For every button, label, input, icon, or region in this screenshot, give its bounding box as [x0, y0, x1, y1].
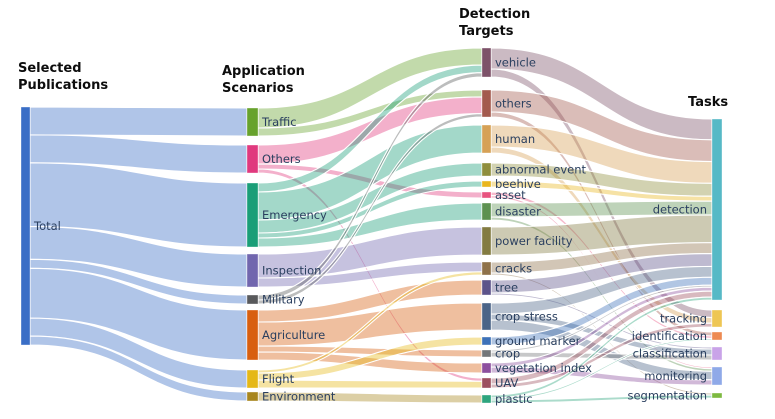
node-label-tree: tree	[495, 281, 518, 295]
node-label-agriculture: Agriculture	[262, 328, 325, 342]
node-label-uav: UAV	[495, 376, 519, 390]
node-label-vehicle: vehicle	[495, 56, 536, 70]
node-label-human: human	[495, 132, 535, 146]
node-others_scenario[interactable]	[246, 144, 259, 174]
node-crop_stress[interactable]	[481, 302, 492, 331]
node-flight[interactable]	[246, 369, 259, 389]
node-emergency[interactable]	[246, 182, 259, 248]
node-label-beehive: beehive	[495, 177, 541, 191]
node-label-inspection: Inspection	[262, 264, 321, 278]
node-label-plastic: plastic	[495, 392, 533, 406]
node-label-classification: classification	[633, 347, 707, 361]
node-vehicle[interactable]	[481, 47, 492, 78]
node-tracking[interactable]	[711, 309, 723, 328]
node-label-cracks: cracks	[495, 262, 532, 276]
node-classification[interactable]	[711, 346, 723, 361]
node-label-abnormal_event: abnormal event	[495, 163, 587, 177]
node-label-segmentation: segmentation	[627, 389, 707, 403]
header-line: Publications	[18, 78, 109, 93]
node-monitoring[interactable]	[711, 366, 723, 386]
node-agriculture[interactable]	[246, 309, 259, 361]
column-header-application-scenarios: Application Scenarios	[222, 63, 305, 97]
node-traffic[interactable]	[246, 107, 259, 137]
node-tree[interactable]	[481, 279, 492, 296]
node-abnormal_event[interactable]	[481, 162, 492, 177]
node-label-traffic: Traffic	[261, 115, 297, 129]
node-segmentation[interactable]	[711, 392, 723, 399]
node-disaster[interactable]	[481, 202, 492, 221]
node-label-emergency: Emergency	[262, 208, 327, 222]
node-asset[interactable]	[481, 191, 492, 199]
node-label-military: Military	[262, 293, 305, 307]
node-cracks[interactable]	[481, 261, 492, 276]
node-label-ground_marker: ground marker	[495, 334, 581, 348]
node-vegetation_index[interactable]	[481, 362, 492, 374]
column-header-tasks: Tasks	[688, 94, 728, 111]
column-header-selected-publications: Selected Publications	[18, 60, 108, 94]
node-others_target[interactable]	[481, 89, 492, 118]
node-uav[interactable]	[481, 377, 492, 389]
node-label-total: Total	[33, 219, 61, 233]
node-power_facility[interactable]	[481, 226, 492, 256]
node-label-others_target: others	[495, 97, 532, 111]
node-label-identification: identification	[632, 329, 707, 343]
header-line: Application	[222, 64, 305, 79]
node-label-vegetation_index: vegetation index	[495, 361, 592, 375]
node-total[interactable]	[20, 106, 31, 346]
node-label-asset: asset	[495, 188, 526, 202]
node-crop[interactable]	[481, 349, 492, 358]
node-label-disaster: disaster	[495, 205, 541, 219]
node-label-crop_stress: crop stress	[495, 310, 558, 324]
header-line: Scenarios	[222, 81, 294, 96]
node-label-environment: Environment	[262, 390, 336, 404]
node-detection[interactable]	[711, 118, 723, 301]
header-line: Targets	[459, 24, 514, 39]
header-line: Detection	[459, 7, 531, 22]
node-identification[interactable]	[711, 331, 723, 341]
node-ground_marker[interactable]	[481, 336, 492, 346]
node-inspection[interactable]	[246, 253, 259, 288]
column-header-detection-targets: Detection Targets	[459, 6, 530, 40]
header-line: Tasks	[688, 95, 729, 110]
node-plastic[interactable]	[481, 394, 492, 404]
node-environment[interactable]	[246, 391, 259, 402]
header-line: Selected	[18, 61, 82, 76]
node-beehive[interactable]	[481, 180, 492, 188]
flow-total-to-traffic	[29, 106, 248, 137]
node-label-power_facility: power facility	[495, 234, 573, 248]
node-label-monitoring: monitoring	[644, 369, 707, 383]
node-label-flight: Flight	[262, 372, 295, 386]
node-label-crop: crop	[495, 347, 520, 361]
node-label-tracking: tracking	[660, 312, 707, 326]
node-human[interactable]	[481, 124, 492, 154]
node-label-detection: detection	[653, 203, 707, 217]
node-label-others_scenario: Others	[262, 152, 301, 166]
node-military[interactable]	[246, 294, 259, 305]
